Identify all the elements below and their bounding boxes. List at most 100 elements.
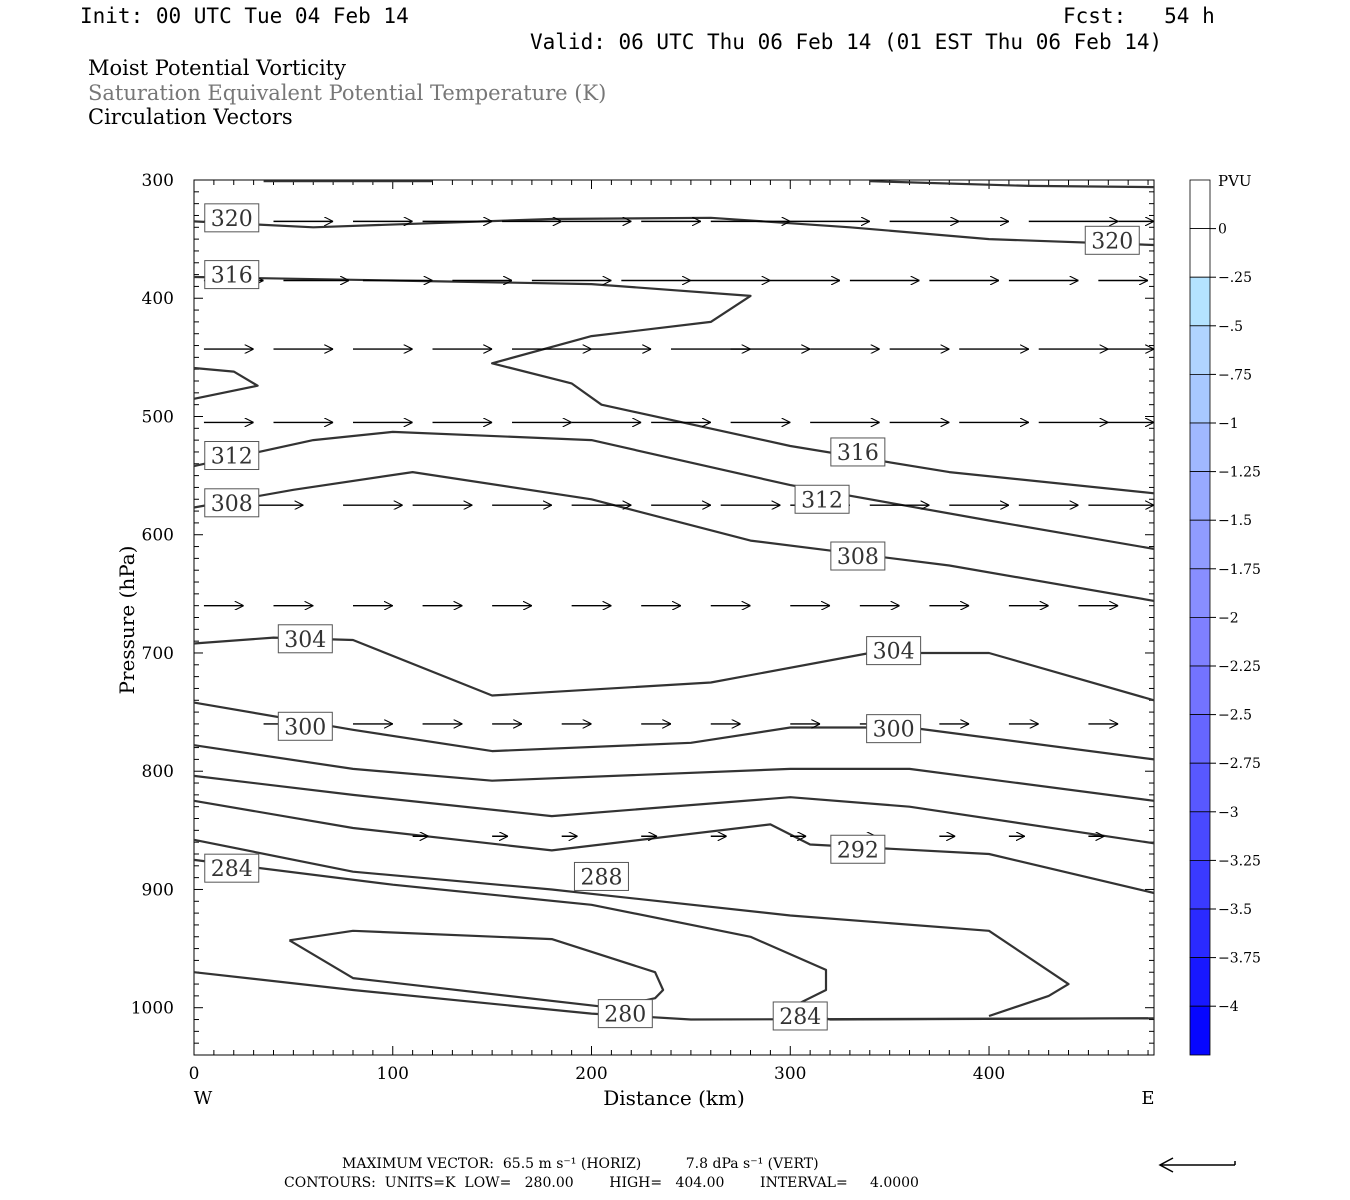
contour-label: 316 [837, 441, 879, 466]
field-title-vectors: Circulation Vectors [88, 105, 293, 129]
x-tick-label: 0 [189, 1064, 200, 1084]
field-title-mpv: Moist Potential Vorticity [88, 56, 346, 80]
contour-label-box [204, 203, 260, 233]
contour-line [193, 774, 1155, 845]
contour-line [869, 180, 1155, 189]
colorbar-label: −3.25 [1218, 853, 1261, 869]
contour-line [193, 858, 1155, 1021]
reference-vector-arrow [1158, 1157, 1236, 1173]
contour-label: 320 [1091, 229, 1133, 254]
contour-label-box [204, 488, 260, 518]
contour-line [193, 366, 259, 400]
y-tick-label: 900 [142, 880, 174, 900]
colorbar-label: −3 [1218, 805, 1239, 821]
contour-line [193, 471, 1155, 602]
contour-label-box [204, 441, 260, 471]
colorbar-swatch [1189, 422, 1211, 472]
colorbar-label: −2.5 [1218, 708, 1252, 724]
contour-label-box [866, 714, 922, 744]
colorbar-swatch [1189, 276, 1211, 327]
contour-label-box [866, 636, 922, 666]
x-tick-label: 100 [377, 1064, 409, 1084]
contour-label: 304 [873, 640, 915, 665]
init-label: Init: 00 UTC Tue 04 Feb 14 [80, 4, 409, 28]
colorbar-swatch [1189, 665, 1211, 715]
colorbar-label: −2.25 [1218, 659, 1261, 675]
contour-line [193, 799, 1155, 895]
contour-label: 300 [284, 715, 326, 740]
contour-line [193, 701, 1155, 761]
x-tick-label: 400 [973, 1064, 1005, 1084]
colorbar-swatch [1189, 1005, 1211, 1056]
colorbar-swatch [1189, 568, 1211, 618]
colorbar-label: −1.5 [1218, 513, 1252, 529]
contour-label: 308 [837, 545, 879, 570]
colorbar-label: −.75 [1218, 367, 1252, 383]
colorbar-label: −3.75 [1218, 951, 1261, 967]
colorbar-swatch [1189, 519, 1211, 570]
contour-label-box [573, 861, 629, 891]
y-tick-label: 500 [142, 407, 174, 427]
contour-label-box [794, 484, 850, 514]
contour-label: 312 [801, 488, 843, 513]
colorbar-swatch [1189, 957, 1211, 1007]
x-axis-label: Distance (km) [603, 1086, 745, 1110]
contour-label: 280 [604, 1003, 646, 1028]
valid-time-label: Valid: 06 UTC Thu 06 Feb 14 (01 EST Thu … [530, 30, 1163, 54]
contour-line [193, 216, 1155, 247]
colorbar-label: −.5 [1218, 319, 1243, 335]
contour-line [193, 744, 1155, 802]
max-vector-label: MAXIMUM VECTOR: 65.5 m s⁻¹ (HORIZ) 7.8 d… [342, 1156, 819, 1172]
colorbar-label: −3.5 [1218, 902, 1252, 918]
colorbar-swatch [1189, 762, 1211, 813]
contour-label-box [1084, 225, 1140, 255]
colorbar-swatch [1189, 617, 1211, 667]
contour-label-box [772, 1001, 828, 1031]
contour-line [193, 275, 1155, 495]
contour-label: 300 [873, 718, 915, 743]
colorbar-swatch [1189, 179, 1211, 229]
colorbar-label: −1.25 [1218, 465, 1261, 481]
y-tick-label: 700 [142, 644, 174, 664]
contour-line [193, 430, 1155, 550]
contour-line [193, 838, 1070, 1018]
colorbar-label: −2.75 [1218, 756, 1261, 772]
cross-section-chart: 320 320 316 316 312 312 308 308 304 304 300 300 292 2… [115, 171, 1261, 1110]
forecast-hour-label: Fcst: 54 h [1063, 4, 1215, 28]
contour-label: 316 [211, 264, 253, 289]
y-tick-label: 1000 [131, 999, 174, 1019]
contour-label: 284 [211, 857, 253, 882]
contour-label: 320 [211, 207, 253, 232]
contour-label-box [830, 834, 886, 864]
contour-label-box [204, 260, 260, 290]
contour-label-box [204, 853, 260, 883]
colorbar-swatch [1189, 714, 1211, 764]
colorbar-swatch [1189, 373, 1211, 424]
contour-label-box [277, 624, 333, 654]
plot-frame [193, 179, 1155, 1056]
colorbar-swatch [1189, 811, 1211, 861]
contour-label: 284 [779, 1005, 821, 1030]
contour-label-box [830, 541, 886, 571]
contour-label: 288 [580, 865, 622, 890]
contour-line [193, 971, 1149, 1021]
colorbar-swatch [1189, 471, 1211, 521]
y-tick-label: 400 [142, 289, 174, 309]
colorbar-label: −2 [1218, 610, 1239, 626]
y-axis-label: Pressure (hPa) [115, 546, 139, 695]
contour-line [193, 636, 1155, 702]
contour-label-box [597, 999, 653, 1029]
colorbar-label: 0 [1218, 222, 1227, 238]
colorbar-swatch [1189, 908, 1211, 958]
contour-label-box [830, 437, 886, 467]
contour-info-label: CONTOURS: UNITS=K LOW= 280.00 HIGH= 404.… [284, 1175, 919, 1191]
colorbar-swatch [1189, 228, 1211, 278]
y-tick-label: 300 [142, 171, 174, 191]
colorbar-label: −1.75 [1218, 562, 1261, 578]
colorbar-label: −1 [1218, 416, 1239, 432]
x-tick-label: 300 [774, 1064, 806, 1084]
colorbar-label: −4 [1218, 999, 1239, 1015]
contour-line [288, 929, 665, 1009]
contour-label-box [277, 711, 333, 741]
x-right-end-label: E [1141, 1088, 1154, 1109]
